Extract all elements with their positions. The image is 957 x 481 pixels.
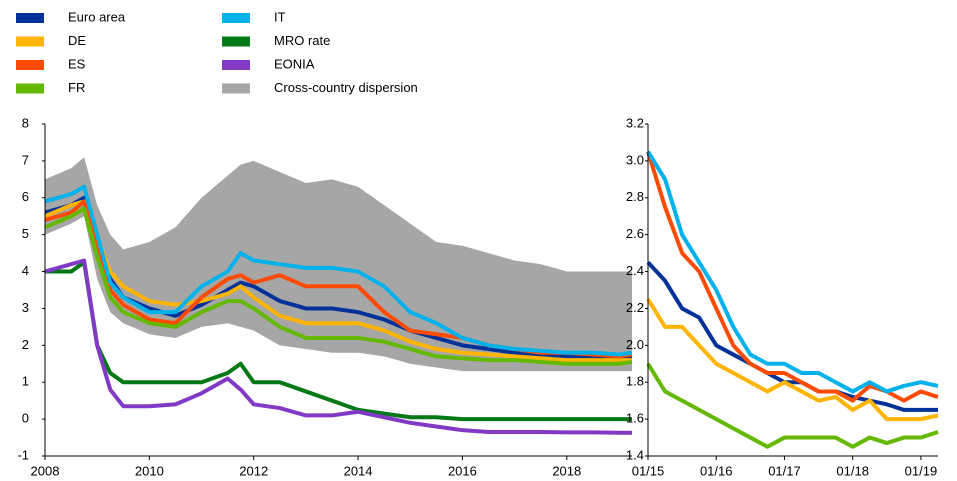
y-tick-label: 1.6 (626, 411, 644, 426)
y-tick-label: 3.0 (626, 152, 644, 167)
y-tick-label: 2.2 (626, 300, 644, 315)
x-tick-label: 01/16 (700, 463, 733, 478)
legend-swatch (16, 36, 44, 47)
y-tick-label: 2.6 (626, 226, 644, 241)
y-tick-label: 1.4 (626, 447, 644, 462)
series-line (44, 199, 632, 363)
y-tick-label: 8 (22, 115, 29, 130)
y-tick-label: 2 (22, 337, 29, 352)
series-line (646, 298, 939, 422)
legend-label: Euro area (68, 9, 126, 24)
y-tick-label: 2.0 (626, 337, 644, 352)
y-tick-label: 0 (22, 411, 29, 426)
y-tick-label: -1 (17, 447, 29, 462)
series-line (44, 258, 632, 435)
legend-swatch (16, 13, 44, 23)
legend-label: DE (68, 33, 86, 48)
legend-swatch (222, 60, 250, 70)
x-tick-label: 2014 (344, 463, 373, 478)
legend-label: MRO rate (274, 33, 330, 48)
legend-label: EONIA (274, 56, 315, 71)
legend-swatch (222, 36, 250, 47)
legend-swatch (222, 13, 250, 23)
x-tick-label: 2010 (135, 463, 164, 478)
legend-label: FR (68, 80, 85, 95)
y-tick-label: 6 (22, 189, 29, 204)
x-tick-label: 2012 (239, 463, 268, 478)
x-tick-label: 2008 (31, 463, 60, 478)
x-tick-label: 01/17 (768, 463, 801, 478)
legend-label: IT (274, 9, 286, 24)
legend-swatch (222, 83, 250, 94)
y-tick-label: 3.2 (626, 115, 644, 130)
y-tick-label: 2.8 (626, 189, 644, 204)
y-tick-label: 1 (22, 374, 29, 389)
series-line (646, 151, 939, 403)
y-tick-label: 4 (22, 263, 29, 278)
legend-label: Cross-country dispersion (274, 80, 418, 95)
y-tick-label: 7 (22, 152, 29, 167)
x-tick-label: 01/19 (905, 463, 938, 478)
series-line (646, 150, 939, 394)
x-tick-label: 2018 (552, 463, 581, 478)
x-tick-label: 01/15 (632, 463, 665, 478)
y-tick-label: 2.4 (626, 263, 644, 278)
y-tick-label: 1.8 (626, 374, 644, 389)
series-line (44, 206, 633, 366)
legend-swatch (16, 83, 44, 94)
x-tick-label: 2016 (448, 463, 477, 478)
x-tick-label: 01/18 (836, 463, 869, 478)
series-line (45, 260, 632, 422)
y-tick-label: 5 (22, 226, 29, 241)
series-line (646, 362, 939, 449)
series-line (646, 260, 938, 412)
legend-label: ES (68, 56, 86, 71)
y-tick-label: 3 (22, 300, 29, 315)
series-line (44, 184, 633, 357)
legend-swatch (16, 60, 44, 70)
